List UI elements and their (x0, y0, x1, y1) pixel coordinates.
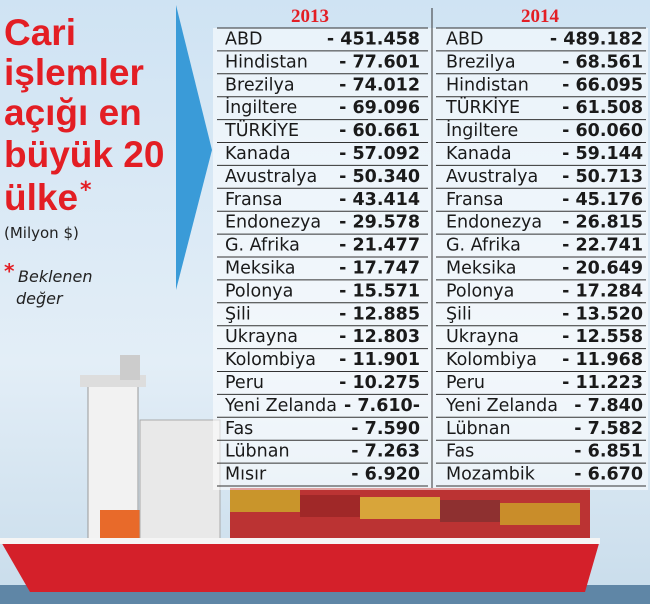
country: Kolombiya (446, 350, 537, 370)
value: - 12.885 (339, 304, 420, 324)
country: Mısır (225, 465, 267, 485)
value: - 11.901 (339, 350, 420, 370)
year-header: 2013 (291, 6, 329, 27)
value: - 7.263 (351, 442, 420, 462)
country: Şili (225, 304, 251, 324)
note-text: Beklenen (18, 267, 93, 286)
country: Yeni Zelanda (224, 396, 337, 416)
country: İngiltere (446, 120, 518, 141)
country: Endonezya (225, 213, 321, 233)
country: Fas (225, 419, 253, 439)
value: - 489.182 (550, 29, 643, 49)
value: - 50.713 (562, 167, 643, 187)
value: - 15.571 (339, 281, 420, 301)
title-line: Cari (4, 12, 76, 53)
country: Hindistan (225, 52, 308, 72)
value: - 68.561 (562, 52, 643, 72)
country: Şili (446, 304, 472, 324)
country: Lübnan (225, 442, 290, 462)
country: Kanada (225, 144, 291, 164)
country: Fransa (446, 190, 504, 210)
value: - 451.458 (327, 29, 420, 49)
country: Lübnan (446, 419, 511, 439)
country: Avustralya (446, 167, 538, 187)
country: Ukrayna (446, 327, 519, 347)
value: - 7.582 (574, 419, 643, 439)
country: Meksika (446, 258, 517, 278)
subtitle: (Milyon $) (4, 224, 79, 242)
country: G. Afrika (225, 236, 300, 256)
country: Endonezya (446, 213, 542, 233)
country: Peru (446, 373, 485, 393)
arrow (176, 5, 212, 290)
country: Polonya (446, 281, 514, 301)
value: - 45.176 (562, 190, 643, 210)
country: Fransa (225, 190, 283, 210)
value: - 11.968 (562, 350, 643, 370)
value: - 57.092 (339, 144, 420, 164)
country: Yeni Zelanda (445, 396, 558, 416)
country: G. Afrika (446, 236, 521, 256)
value: - 61.508 (562, 98, 643, 118)
value: - 7.610- (344, 396, 420, 416)
ship (0, 355, 600, 592)
note-marker: * (4, 259, 15, 283)
value: - 12.558 (562, 327, 643, 347)
value: - 6.670 (574, 465, 643, 485)
country: ABD (225, 29, 262, 49)
country: Kanada (446, 144, 512, 164)
value: - 66.095 (562, 75, 643, 95)
value: - 20.649 (562, 258, 643, 278)
country: Ukrayna (225, 327, 298, 347)
table-bg (213, 28, 648, 490)
country: Brezilya (225, 75, 295, 95)
value: - 6.851 (574, 442, 643, 462)
note-text: değer (16, 289, 64, 308)
value: - 11.223 (562, 373, 643, 393)
value: - 17.284 (562, 281, 643, 301)
value: - 10.275 (339, 373, 420, 393)
year-header: 2014 (521, 6, 560, 27)
country: TÜRKİYE (224, 119, 299, 141)
value: - 7.840 (574, 396, 643, 416)
value: - 21.477 (339, 236, 420, 256)
title-line: açığı en (4, 92, 142, 133)
title-line: işlemler (4, 52, 144, 93)
country: TÜRKİYE (445, 96, 520, 118)
value: - 43.414 (339, 190, 420, 210)
country: İngiltere (225, 97, 297, 118)
country: Avustralya (225, 167, 317, 187)
country: Polonya (225, 281, 293, 301)
country: Mozambik (446, 465, 536, 485)
value: - 22.741 (562, 236, 643, 256)
value: - 7.590 (351, 419, 420, 439)
title-marker: * (80, 178, 92, 203)
value: - 29.578 (339, 213, 420, 233)
title-line: büyük 20 (4, 134, 164, 175)
country: Brezilya (446, 52, 516, 72)
value: - 12.803 (339, 327, 420, 347)
value: - 17.747 (339, 258, 420, 278)
title-line: ülke (4, 177, 78, 218)
value: - 6.920 (351, 465, 420, 485)
country: Hindistan (446, 75, 529, 95)
value: - 50.340 (339, 167, 420, 187)
value: - 60.661 (339, 121, 420, 141)
value: - 13.520 (562, 304, 643, 324)
value: - 60.060 (562, 121, 643, 141)
country: Fas (446, 442, 474, 462)
country: Meksika (225, 258, 296, 278)
value: - 77.601 (339, 52, 420, 72)
value: - 74.012 (339, 75, 420, 95)
country: Kolombiya (225, 350, 316, 370)
value: - 69.096 (339, 98, 420, 118)
value: - 26.815 (562, 213, 643, 233)
value: - 59.144 (562, 144, 643, 164)
country: ABD (446, 29, 483, 49)
country: Peru (225, 373, 264, 393)
